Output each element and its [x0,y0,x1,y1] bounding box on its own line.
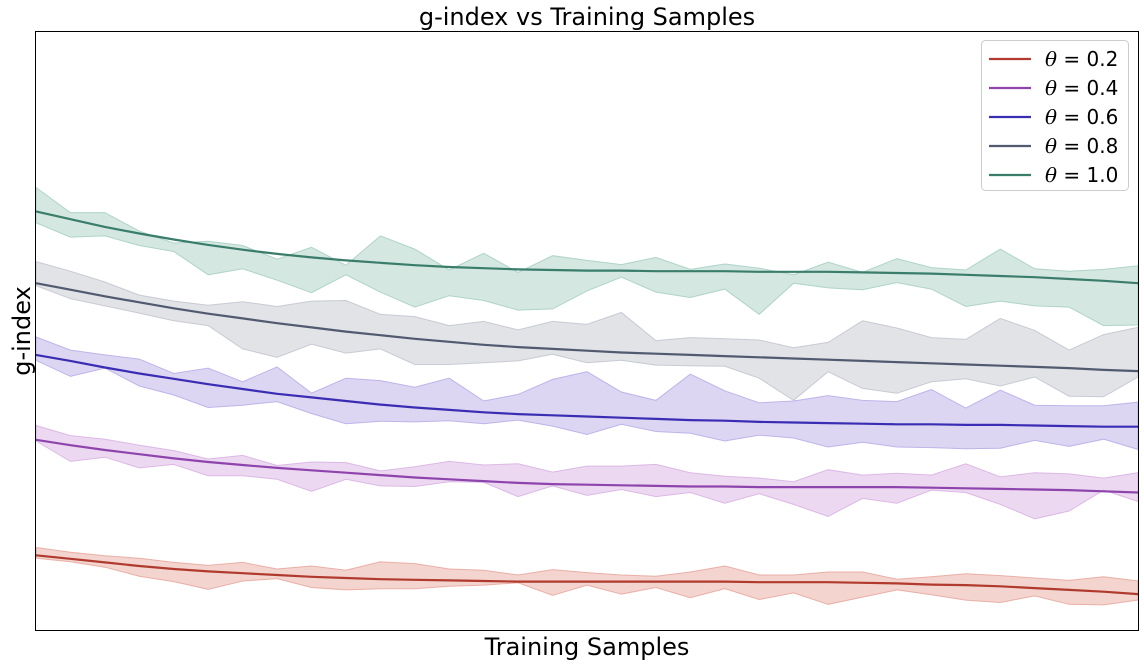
legend-theta-value: = 0.4 [1057,76,1118,100]
line-series-1 [35,554,1139,596]
x-axis-label: Training Samples [484,633,690,661]
line-series-2 [35,438,1139,494]
y-axis-label: g-index [8,286,36,376]
legend-theta-symbol: θ [1045,105,1057,129]
series-lines [35,210,1139,596]
legend-theta-symbol: θ [1045,163,1057,187]
line-series-4 [35,282,1139,373]
band-series-1 [35,546,1139,606]
legend-theta-value: = 0.8 [1057,134,1118,158]
legend-theta-value: = 0.2 [1057,47,1118,71]
legend: θ = 0.2θ = 0.4θ = 0.6θ = 0.8θ = 1.0 [981,40,1129,191]
legend-label-4: θ = 0.8 [1045,134,1118,158]
legend-theta-symbol: θ [1045,47,1057,71]
confidence-bands [35,186,1139,606]
legend-label-2: θ = 0.4 [1045,76,1118,100]
chart-title: g-index vs Training Samples [419,3,755,31]
line-series-5 [35,210,1139,285]
legend-label-3: θ = 0.6 [1045,105,1118,129]
legend-theta-symbol: θ [1045,76,1057,100]
plot-frame [35,31,1139,631]
legend-label-5: θ = 1.0 [1045,163,1118,187]
legend-theta-symbol: θ [1045,134,1057,158]
legend-label-1: θ = 0.2 [1045,47,1118,71]
legend-theta-value: = 0.6 [1057,105,1118,129]
legend-box [981,40,1129,191]
legend-theta-value: = 1.0 [1057,163,1118,187]
line-series-3 [35,353,1138,428]
